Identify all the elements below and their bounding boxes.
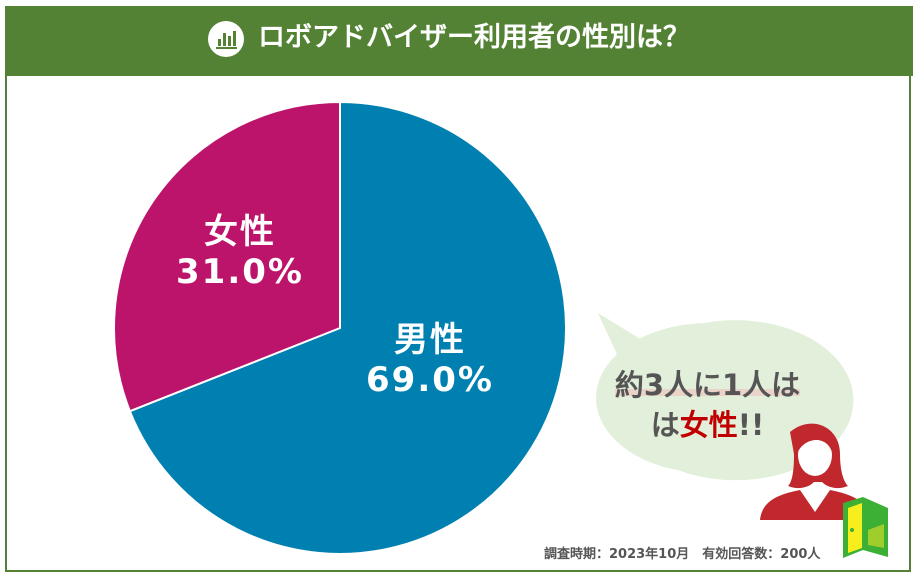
slice-name-male: 男性 [394,320,466,360]
survey-footnote: 調査時期：2023年10月 有効回答数：200人 [544,547,821,562]
pie-slice-female [113,100,341,413]
slice-label-female: 女性 31.0% [160,212,320,292]
callout-prefix: は [650,408,680,442]
slice-name-female: 女性 [204,212,276,252]
door-logo-icon [843,497,888,558]
chart-title: ロボアドバイザー利用者の性別は？ [258,22,690,53]
callout-line1: 約3人に1人は [614,368,801,402]
header-bar [5,6,913,76]
bar-chart-icon [208,21,244,57]
slice-value-female: 31.0% [176,252,304,292]
slice-value-male: 69.0% [366,360,494,400]
pie-slice-male [128,100,567,555]
callout-suffix: !! [737,408,765,442]
callout-highlight: 女性 [679,408,738,442]
callout-text: 約3人に1人は は女性!! [595,365,820,445]
slice-label-male: 男性 69.0% [350,320,510,400]
